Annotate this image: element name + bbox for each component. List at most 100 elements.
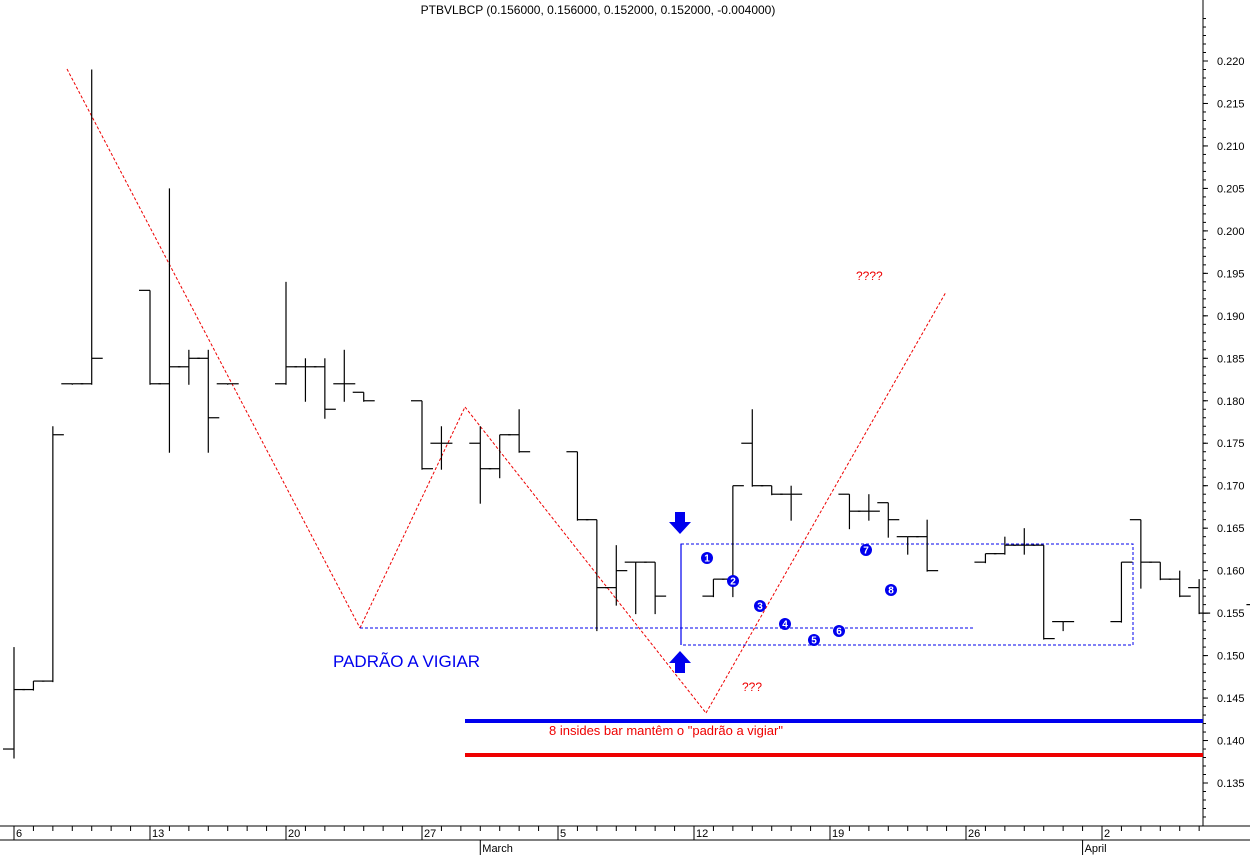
marker-1: 1 [701,552,713,565]
ohlc-bar [80,69,103,385]
ohlc-bar [896,536,919,555]
x-tick-label: 6 [16,828,22,840]
marker-label: 5 [811,636,817,647]
ohlc-bar [430,426,453,470]
marker-label: 3 [757,602,763,613]
pattern-box [360,543,1134,646]
ohlc-bar [294,358,317,402]
ohlc-bar [585,519,608,632]
zigzag-segment [464,406,707,714]
ohlc-bar [41,426,64,683]
ohlc-bar [488,434,511,479]
y-tick-label: 0.175 [1217,438,1245,450]
ohlc-bar [566,451,589,521]
ohlc-bar [197,349,220,453]
y-tick-label: 0.140 [1217,736,1245,748]
ohlc-bar [411,400,433,470]
zigzag-segment [705,291,947,714]
price-bars [3,69,1250,759]
ohlc-bar [3,647,25,759]
ohlc-bar [22,680,45,691]
y-tick-label: 0.195 [1217,268,1245,280]
inside-bars-note: 8 insides bar mantêm o "padrão a vigiar" [549,723,783,738]
ohlc-bar [1032,544,1055,640]
ohlc-bar [352,391,375,402]
ohlc-bar [644,561,667,615]
ohlc-bar [760,485,783,496]
zigzag-segment [66,68,361,629]
marker-5: 5 [808,634,820,647]
ohlc-bar [916,519,939,572]
ohlc-bar [605,545,628,606]
y-tick-label: 0.145 [1217,693,1245,705]
x-tick-label: 13 [152,828,164,840]
ohlc-bar [469,426,492,504]
month-label: March [482,843,513,855]
x-tick-label: 20 [288,828,300,840]
ohlc-bar [61,383,84,385]
ohlc-bar [702,578,725,598]
y-tick-label: 0.200 [1217,226,1245,238]
y-tick-label: 0.215 [1217,98,1245,110]
y-tick-label: 0.150 [1217,651,1245,663]
y-tick-label: 0.220 [1217,56,1245,68]
marker-circle [808,634,820,646]
y-tick-label: 0.180 [1217,396,1245,408]
marker-circle [860,544,872,556]
marker-4: 4 [779,618,791,631]
ohlc-bar [333,349,356,402]
x-tick-label: 19 [832,828,844,840]
ohlc-bar [624,561,647,615]
ohlc-bar [1013,528,1036,555]
pattern-label: PADRÃO A VIGIAR [333,652,480,671]
marker-label: 1 [704,554,710,565]
ohlc-bar [1149,561,1172,581]
marker-label: 7 [863,546,869,557]
marker-circle [833,625,845,637]
ohlc-bar [1188,579,1211,615]
y-axis-ticks: 0.135 0.140 0.145 0.150 0.155 0.160 0.165 0.170… [1203,18,1245,818]
arrows [669,512,691,673]
ohlc-bar [216,383,239,385]
question-high: ???? [856,269,883,283]
up-arrow-icon [669,651,691,673]
zigzag-segment [359,406,466,629]
x-tick-label: 5 [560,828,566,840]
marker-label: 4 [782,620,788,631]
marker-circle [885,584,897,596]
marker-label: 6 [836,627,842,638]
marker-label: 8 [888,586,894,597]
y-tick-label: 0.190 [1217,311,1245,323]
ohlc-bar [857,494,880,521]
ohlc-bar [1052,621,1075,632]
x-tick-label: 2 [1104,828,1110,840]
marker-7: 7 [860,544,872,557]
ohlc-bar [877,502,900,538]
zigzag-lines [66,68,947,714]
month-label: April [1085,843,1107,855]
ohlc-bar [508,409,531,453]
marker-8: 8 [885,584,897,597]
y-tick-label: 0.155 [1217,608,1245,620]
horizontal-levels [465,719,1203,758]
marker-circle [779,618,791,630]
x-tick-label: 27 [424,828,436,840]
y-tick-label: 0.160 [1217,566,1245,578]
marker-circle [727,575,739,587]
ohlc-bar [1110,561,1133,623]
y-tick-label: 0.205 [1217,183,1245,195]
ohlc-bar [741,409,764,487]
ohlc-bar [780,485,803,521]
marker-circle [754,600,766,612]
question-low: ??? [742,680,762,694]
inside-bars-box [680,543,1134,646]
ohlc-bar [275,281,297,385]
marker-2: 2 [727,575,739,588]
y-tick-label: 0.135 [1217,778,1245,790]
ohlc-bar [177,349,200,385]
y-tick-label: 0.170 [1217,481,1245,493]
ohlc-bar [993,536,1016,555]
y-tick-label: 0.165 [1217,523,1245,535]
ohlc-bar [1246,604,1250,606]
